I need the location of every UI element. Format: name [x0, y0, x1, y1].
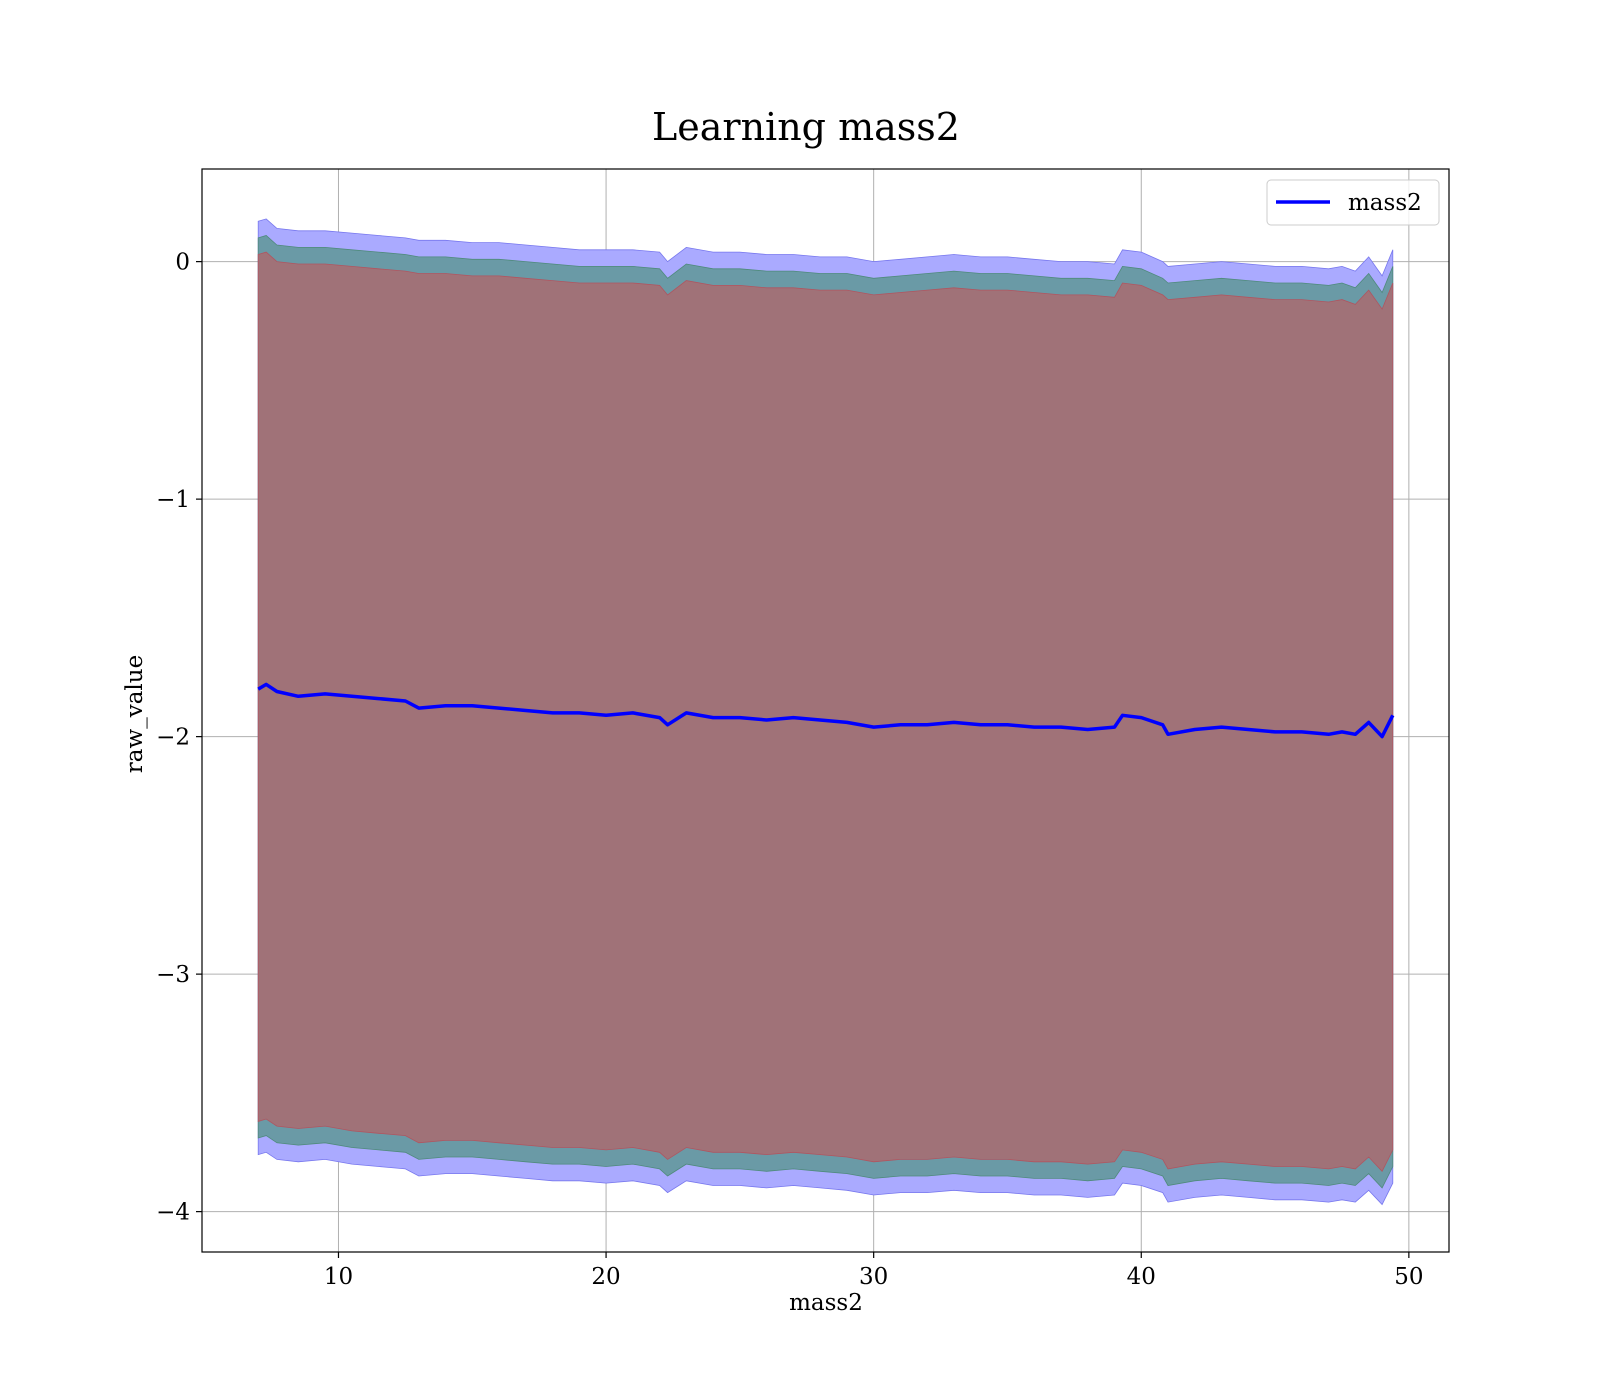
y-tick-label: −1 [156, 487, 190, 513]
y-tick-label: −3 [156, 962, 190, 988]
legend: mass2 [1266, 179, 1440, 226]
plot-frame [201, 168, 1450, 1253]
x-axis-label: mass2 [789, 1290, 863, 1316]
y-axis-label: raw_value [122, 655, 148, 773]
chart-title: Learning mass2 [652, 105, 960, 149]
series-line-mass2 [257, 682, 1395, 739]
legend-label-mass2: mass2 [1348, 190, 1422, 216]
x-tick-label: 50 [1394, 1264, 1423, 1290]
x-axis-ticks: 10 20 30 40 50 [324, 1252, 1424, 1290]
legend-box [1266, 179, 1440, 226]
band-inner [257, 251, 1394, 1172]
y-tick-label: −2 [156, 725, 190, 751]
y-tick-label: −4 [156, 1200, 190, 1226]
y-axis-ticks: 0 −1 −2 −3 −4 [156, 250, 202, 1226]
y-tick-label: 0 [175, 250, 190, 276]
x-tick-label: 40 [1127, 1264, 1156, 1290]
x-tick-label: 10 [324, 1264, 353, 1290]
x-tick-label: 30 [859, 1264, 888, 1290]
x-tick-label: 20 [591, 1264, 620, 1290]
